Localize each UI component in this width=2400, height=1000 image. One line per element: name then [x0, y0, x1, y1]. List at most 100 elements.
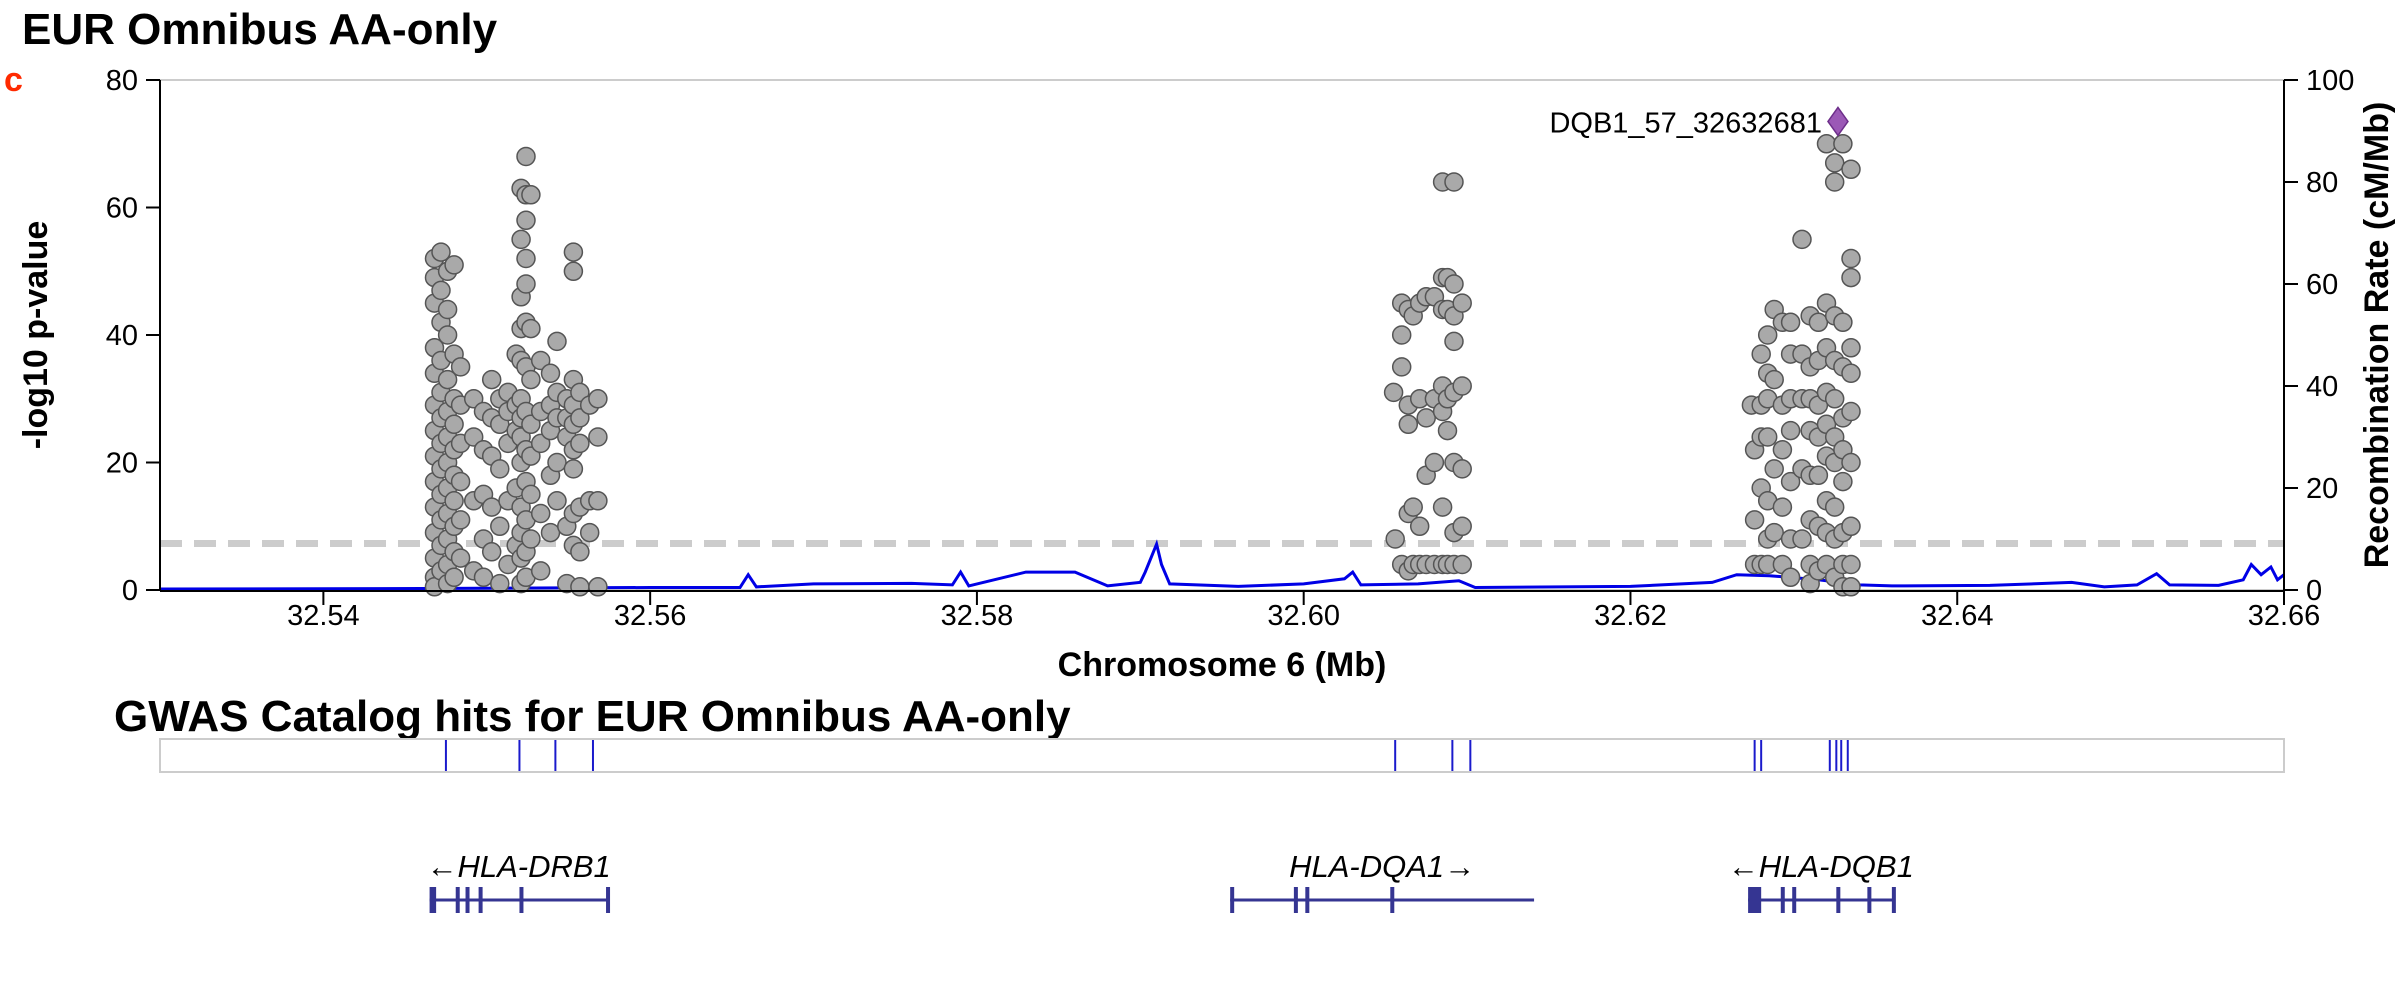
data-point [530, 433, 551, 454]
x-tick-label: 32.62 [1594, 600, 1667, 632]
gene-label: HLA-DQA1→ [1289, 849, 1475, 884]
data-point [473, 567, 494, 588]
data-point [450, 510, 471, 530]
gene-exon [519, 887, 524, 913]
data-point [463, 389, 484, 409]
data-point [547, 491, 567, 511]
data-point [1424, 452, 1445, 473]
lead-snp-marker [1827, 106, 1849, 137]
data-point [540, 522, 561, 543]
data-point [1780, 471, 1801, 492]
data-point [1808, 465, 1829, 486]
data-point [588, 491, 608, 511]
data-point [1432, 497, 1453, 517]
data-point [1403, 497, 1423, 517]
data-point [463, 427, 484, 447]
data-point [1744, 510, 1765, 530]
gwas-track-frame [159, 738, 2285, 773]
gwas-track-title: GWAS Catalog hits for EUR Omnibus AA-onl… [114, 692, 1071, 741]
data-point [1416, 408, 1436, 428]
data-point [530, 503, 551, 524]
data-point [1409, 516, 1430, 537]
y2-tick-label: 100 [2306, 65, 2354, 97]
gene-hla-dqb1: ←HLA-DQB1 [1728, 849, 1914, 913]
data-point [540, 363, 561, 384]
data-point [579, 522, 600, 543]
data-point [1841, 267, 1861, 288]
data-point [1841, 554, 1861, 575]
data-point [1452, 376, 1472, 396]
data-point [1841, 338, 1861, 358]
gene-exon [455, 887, 460, 913]
x-tick-label: 32.64 [1921, 600, 1994, 632]
x-tick-label: 32.66 [2248, 600, 2321, 632]
data-point [1833, 312, 1853, 333]
data-point [1764, 369, 1784, 390]
data-point [481, 497, 502, 517]
data-point [563, 242, 584, 262]
data-point [521, 529, 541, 549]
data-point [1444, 172, 1464, 192]
y-axis-label: -log10 p-value [17, 221, 55, 450]
data-point [450, 548, 471, 568]
data-point [1391, 325, 1412, 345]
data-point [516, 248, 536, 269]
y2-tick-label: 0 [2306, 575, 2322, 607]
y2-tick-label: 60 [2306, 269, 2338, 301]
data-point [1772, 497, 1793, 517]
data-point [516, 210, 536, 231]
gene-exon [465, 887, 470, 913]
data-point [431, 280, 451, 301]
data-point [1452, 554, 1472, 575]
gene-track: ←HLA-DRB1 HLA-DQA1→ ←HLA-DQB1 [426, 849, 1914, 913]
gene-exon [478, 887, 483, 913]
y-ticks: 0 20 40 60 80 [106, 65, 160, 607]
data-point [1841, 363, 1861, 384]
data-point [563, 261, 584, 282]
y-tick-label: 40 [106, 320, 138, 352]
data-point [444, 567, 464, 588]
gene-hla-dqa1: HLA-DQA1→ [1230, 849, 1535, 913]
data-point [437, 299, 458, 320]
data-point [1841, 401, 1861, 422]
y2-tick-label: 20 [2306, 473, 2338, 505]
data-point [570, 382, 590, 403]
data-point [1824, 389, 1845, 409]
x-tick-label: 32.58 [941, 600, 1014, 632]
data-point [431, 242, 451, 262]
lead-snp: DQB1_57_32632681 [1549, 106, 1849, 139]
y-tick-label: 60 [106, 193, 138, 225]
data-point [521, 414, 541, 435]
data-point [511, 229, 531, 250]
gene-label: ←HLA-DRB1 [426, 849, 610, 884]
page-title: EUR Omnibus AA-only [22, 5, 498, 54]
data-point [481, 542, 502, 562]
data-point [481, 369, 502, 390]
data-point [1444, 331, 1464, 352]
data-point [1383, 382, 1404, 403]
x-axis-label: Chromosome 6 (Mb) [1058, 646, 1387, 684]
data-point [588, 427, 608, 447]
data-point [437, 325, 458, 345]
data-point [588, 577, 608, 597]
data-point [1824, 172, 1845, 192]
panel-label: c [4, 61, 23, 99]
data-point [1757, 325, 1778, 345]
x-tick-label: 32.56 [614, 600, 687, 632]
y2-tick-label: 40 [2306, 371, 2338, 403]
data-point [547, 452, 567, 473]
gene-label: ←HLA-DQB1 [1728, 849, 1914, 884]
data-point [1780, 312, 1801, 333]
data-point [588, 389, 608, 409]
data-point [1391, 357, 1412, 377]
recombination-rate-line [159, 539, 2285, 591]
data-point [1833, 134, 1853, 154]
data-point [530, 350, 551, 371]
gene-exon [1836, 887, 1841, 913]
gene-exon [1891, 887, 1896, 913]
data-point [490, 516, 510, 537]
data-point [1808, 312, 1829, 333]
data-point [1841, 577, 1861, 597]
gene-exon [429, 887, 437, 913]
x-ticks: 32.54 32.56 32.58 32.60 32.62 32.64 32.66 [287, 591, 2320, 632]
